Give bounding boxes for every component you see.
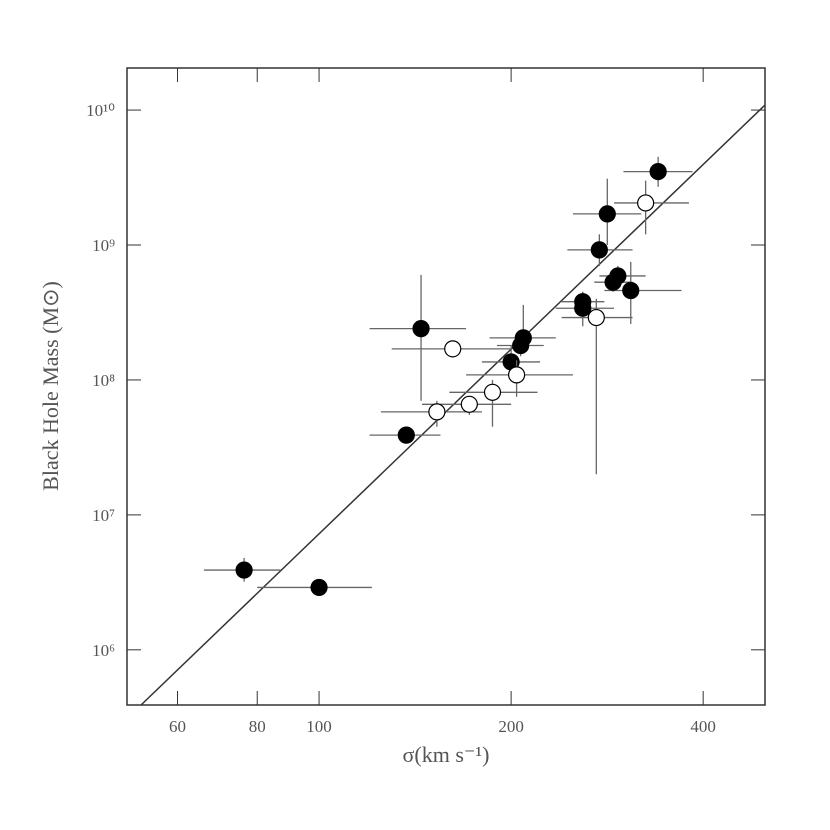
y-axis-label: Black Hole Mass (M⊙) xyxy=(38,281,63,491)
y-tick-label: 10⁹ xyxy=(92,236,115,255)
x-tick-label: 100 xyxy=(306,717,332,736)
data-point xyxy=(622,281,640,300)
data-point xyxy=(310,578,328,597)
y-tick-label: 10⁷ xyxy=(92,506,115,525)
x-tick-label: 200 xyxy=(498,717,524,736)
x-tick-label: 80 xyxy=(249,717,266,736)
data-point xyxy=(397,426,415,444)
data-point xyxy=(609,267,627,285)
x-tick-label: 60 xyxy=(169,717,186,736)
data-point xyxy=(235,561,253,579)
data-point xyxy=(598,205,616,223)
y-tick-label: 10⁶ xyxy=(92,641,115,660)
data-point xyxy=(637,194,655,212)
data-point xyxy=(483,383,502,401)
fit-line xyxy=(140,104,766,706)
y-tick-label: 10¹⁰ xyxy=(86,101,115,120)
data-point xyxy=(460,395,478,413)
data-point xyxy=(649,162,667,181)
x-tick-label: 400 xyxy=(690,717,716,736)
data-point xyxy=(412,320,430,338)
data-point xyxy=(444,340,462,358)
data-point xyxy=(428,403,446,421)
plot-frame xyxy=(126,67,766,706)
data-point xyxy=(590,241,608,259)
x-axis-label: σ(km s⁻¹) xyxy=(403,742,490,767)
data-point xyxy=(508,366,526,384)
data-point xyxy=(574,293,592,311)
data-point xyxy=(514,329,532,347)
y-tick-label: 10⁸ xyxy=(92,371,115,390)
data-point xyxy=(587,308,605,327)
